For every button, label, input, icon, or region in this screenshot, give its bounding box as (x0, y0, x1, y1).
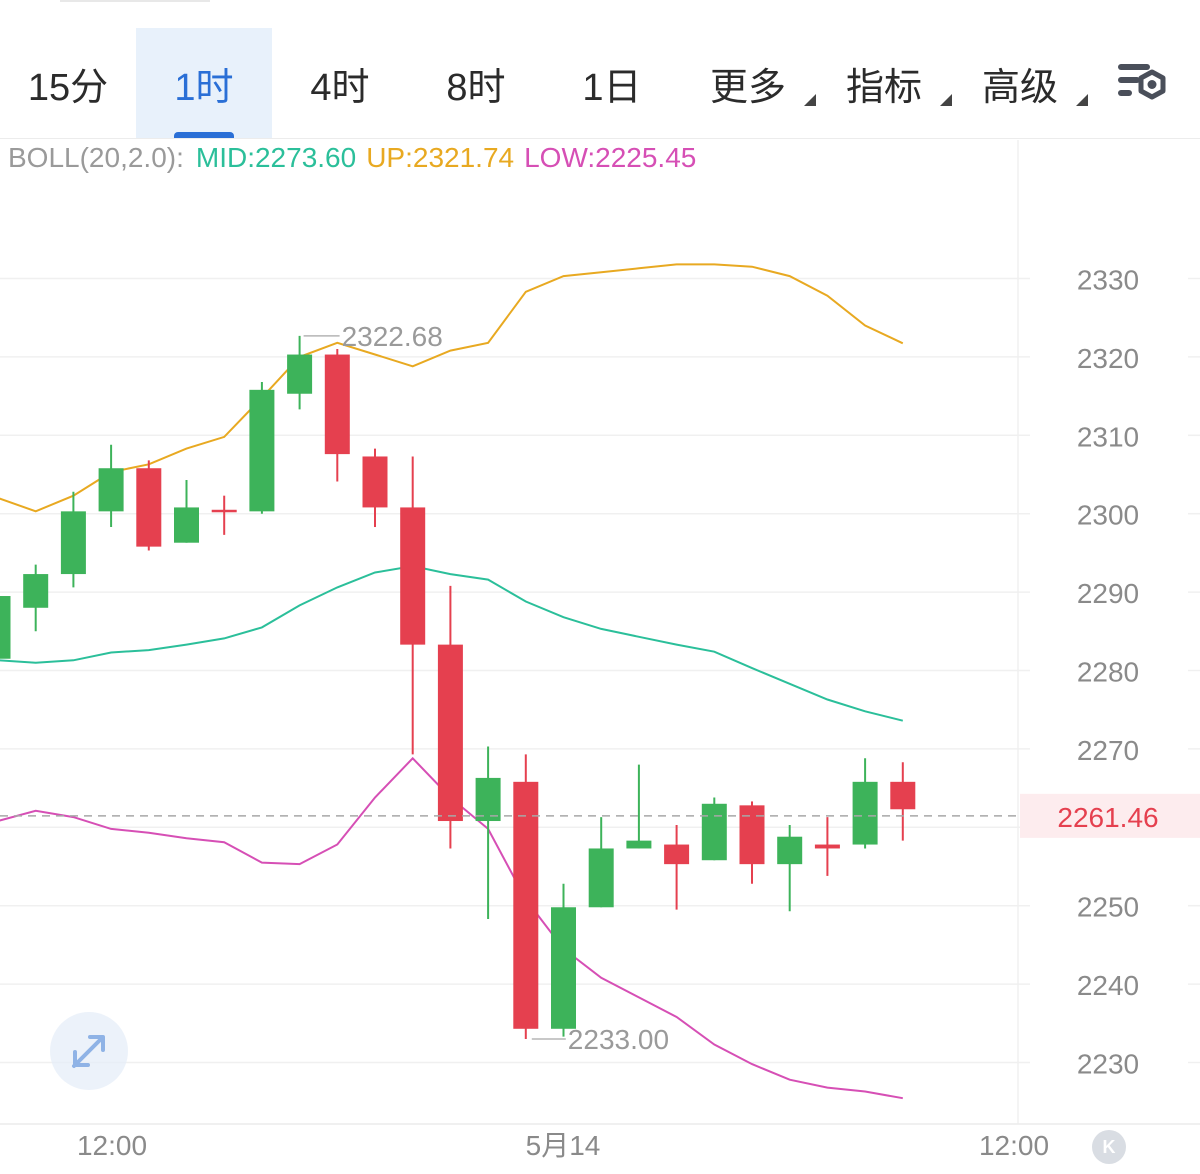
candle-up (475, 777, 501, 822)
dropdown-triangle-icon (804, 94, 816, 106)
tab-label: 高级 (981, 66, 1058, 109)
candle-up (588, 848, 614, 908)
max-price-label: 2322.68 (342, 321, 443, 352)
boll-name: BOLL(20,2.0): (8, 142, 184, 173)
top-divider (60, 0, 210, 2)
y-tick-label: 2330 (1077, 265, 1139, 296)
candle-up (626, 840, 652, 849)
boll-up-value: UP:2321.74 (366, 142, 515, 173)
candle-down (664, 844, 690, 865)
y-tick-label: 2320 (1077, 343, 1139, 374)
chart-settings-icon-graphic (1118, 64, 1166, 100)
candle-up (852, 781, 878, 845)
dropdown-triangle-icon (940, 94, 952, 106)
candle-down (814, 844, 840, 849)
tab-label: 更多 (709, 66, 786, 109)
expand-icon (72, 1035, 105, 1068)
x-tick-label: 5月14 (526, 1130, 601, 1161)
candle-up (0, 596, 11, 659)
tab-label: 1日 (582, 66, 642, 109)
boll-mid-line (0, 565, 904, 722)
candle-down (739, 805, 765, 865)
tab-label: 15分 (27, 66, 109, 109)
tab-label: 8时 (446, 66, 506, 109)
candle-up (174, 507, 199, 543)
tab-label: 4时 (310, 66, 370, 109)
candle-down (437, 644, 463, 822)
last-price-tag-bg (1020, 793, 1200, 838)
active-tab-indicator (174, 132, 234, 138)
min-price-label: 2233.00 (568, 1024, 669, 1055)
y-tick-label: 2290 (1077, 578, 1139, 609)
candle-up (98, 468, 124, 512)
y-tick-label: 2250 (1077, 892, 1139, 923)
boll-upper-line (0, 263, 904, 513)
kline-toggle-icon[interactable]: K (1092, 1130, 1126, 1164)
y-tick-label: 2280 (1077, 657, 1139, 688)
boll-indicator-legend: BOLL(20,2.0): MID:2273.60 UP:2321.74 LOW:22… (8, 142, 706, 174)
tab-5[interactable]: 更多 (680, 28, 816, 138)
fullscreen-button[interactable] (50, 1012, 128, 1090)
candle-down (400, 507, 426, 645)
x-tick-label: 12:00 (77, 1130, 147, 1161)
bottom-strip (0, 1166, 1200, 1174)
candle-down (136, 468, 162, 547)
tab-4[interactable]: 1日 (544, 28, 680, 138)
chart-settings-icon[interactable] (1112, 58, 1172, 108)
tab-2[interactable]: 4时 (272, 28, 408, 138)
boll-low-value: LOW:2225.45 (524, 142, 697, 173)
candle-up (287, 354, 313, 394)
y-tick-label: 2240 (1077, 970, 1139, 1001)
x-tick-label: 12:00 (979, 1130, 1049, 1161)
candle-down (513, 781, 539, 1029)
tab-3[interactable]: 8时 (408, 28, 544, 138)
tab-6[interactable]: 指标 (816, 28, 952, 138)
last-price-tag: 2261.46 (1057, 802, 1158, 833)
boll-mid-value: MID:2273.60 (195, 142, 357, 173)
tab-7[interactable]: 高级 (952, 28, 1088, 138)
candle-up (60, 511, 86, 575)
candle-up (551, 907, 576, 1029)
tab-label: 1时 (174, 66, 234, 109)
candle-up (701, 803, 727, 861)
dropdown-triangle-icon (1076, 94, 1088, 106)
y-tick-label: 2310 (1077, 421, 1139, 452)
candle-up (777, 836, 803, 865)
candle-up (249, 389, 275, 512)
tab-label: 指标 (845, 66, 922, 109)
tab-0[interactable]: 15分 (0, 28, 136, 138)
candle-down (890, 781, 916, 810)
candle-down (362, 456, 388, 508)
y-tick-label: 2230 (1077, 1049, 1139, 1080)
y-tick-label: 2270 (1077, 735, 1139, 766)
period-tab-bar: 15分 1时 4时 8时 1日 更多 指标 高级 (0, 0, 1200, 139)
candle-up (23, 574, 49, 608)
y-tick-label: 2300 (1077, 500, 1139, 531)
tab-1[interactable]: 1时 (136, 28, 272, 138)
candle-down (324, 354, 350, 455)
candle-down (211, 509, 237, 513)
